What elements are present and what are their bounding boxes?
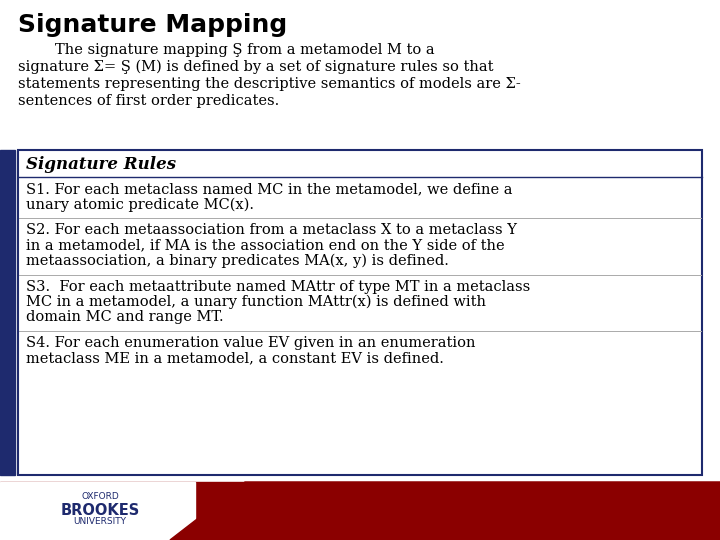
Text: The signature mapping Ş from a metamodel M to a: The signature mapping Ş from a metamodel… [18, 43, 435, 57]
Text: Signature Rules: Signature Rules [26, 156, 176, 173]
Text: statements representing the descriptive semantics of models are Σ-: statements representing the descriptive … [18, 77, 521, 91]
Text: S3.  For each metaattribute named MAttr of type MT in a metaclass: S3. For each metaattribute named MAttr o… [26, 280, 530, 294]
Text: MC in a metamodel, a unary function MAttr(x) is defined with: MC in a metamodel, a unary function MAtt… [26, 295, 486, 309]
Text: metaassociation, a binary predicates MA(x, y) is defined.: metaassociation, a binary predicates MA(… [26, 254, 449, 268]
Text: unary atomic predicate MC(x).: unary atomic predicate MC(x). [26, 198, 254, 212]
Text: metaclass ME in a metamodel, a constant EV is defined.: metaclass ME in a metamodel, a constant … [26, 352, 444, 366]
Bar [0, 150, 15, 475]
Text: OXFORD: OXFORD [81, 492, 119, 501]
Text: S1. For each metaclass named MC in the metamodel, we define a: S1. For each metaclass named MC in the m… [26, 182, 513, 196]
Text: domain MC and range MT.: domain MC and range MT. [26, 310, 224, 325]
Text: in a metamodel, if MA is the association end on the Y side of the: in a metamodel, if MA is the association… [26, 239, 505, 253]
Text: S2. For each metaassociation from a metaclass X to a metaclass Y: S2. For each metaassociation from a meta… [26, 223, 517, 237]
Bar [0, 482, 720, 540]
Text: S4. For each enumeration value EV given in an enumeration: S4. For each enumeration value EV given … [26, 336, 475, 350]
Text: BROOKES: BROOKES [60, 503, 140, 518]
Bar [0, 482, 195, 540]
FancyBboxPatch shape [18, 150, 702, 475]
Text: sentences of first order predicates.: sentences of first order predicates. [18, 94, 279, 108]
Polygon shape [170, 482, 720, 540]
Text: UNIVERSITY: UNIVERSITY [73, 517, 127, 526]
Text: signature Σ= Ş (M) is defined by a set of signature rules so that: signature Σ= Ş (M) is defined by a set o… [18, 60, 493, 75]
Text: Signature Mapping: Signature Mapping [18, 13, 287, 37]
